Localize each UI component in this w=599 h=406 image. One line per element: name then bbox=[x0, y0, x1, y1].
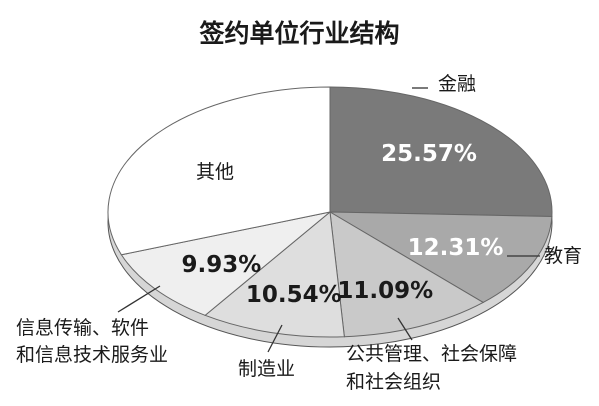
pie-slice-1 bbox=[328, 211, 553, 304]
chart-title: 签约单位行业结构 bbox=[199, 19, 400, 48]
category-label-0: 金融 bbox=[438, 73, 476, 95]
leader-line-4 bbox=[117, 285, 161, 313]
category-label-4: 信息传输、软件和信息技术服务业 bbox=[16, 317, 168, 366]
leader-line-3 bbox=[267, 324, 283, 353]
value-label-4: 9.93% bbox=[181, 252, 261, 278]
category-label-2-line-1: 和社会组织 bbox=[346, 371, 441, 393]
category-label-4-line-1: 和信息技术服务业 bbox=[16, 344, 168, 366]
pie-slice-3 bbox=[204, 211, 345, 338]
category-label-1: 教育 bbox=[544, 245, 582, 267]
pie-slice-5 bbox=[107, 86, 331, 256]
leader-line-2 bbox=[397, 317, 413, 341]
pie-slice-2 bbox=[329, 211, 485, 338]
category-label-3: 制造业 bbox=[238, 358, 295, 380]
pie-slice-0 bbox=[329, 86, 553, 217]
value-label-2: 11.09% bbox=[337, 278, 433, 304]
category-label-5: 其他 bbox=[196, 161, 234, 183]
category-label-4-line-0: 信息传输、软件 bbox=[16, 317, 149, 339]
value-label-1: 12.31% bbox=[408, 235, 504, 261]
value-label-0: 25.57% bbox=[381, 141, 477, 167]
value-label-3: 10.54% bbox=[246, 282, 342, 308]
category-label-2: 公共管理、社会保障和社会组织 bbox=[346, 343, 517, 393]
category-label-2-line-0: 公共管理、社会保障 bbox=[346, 343, 517, 365]
